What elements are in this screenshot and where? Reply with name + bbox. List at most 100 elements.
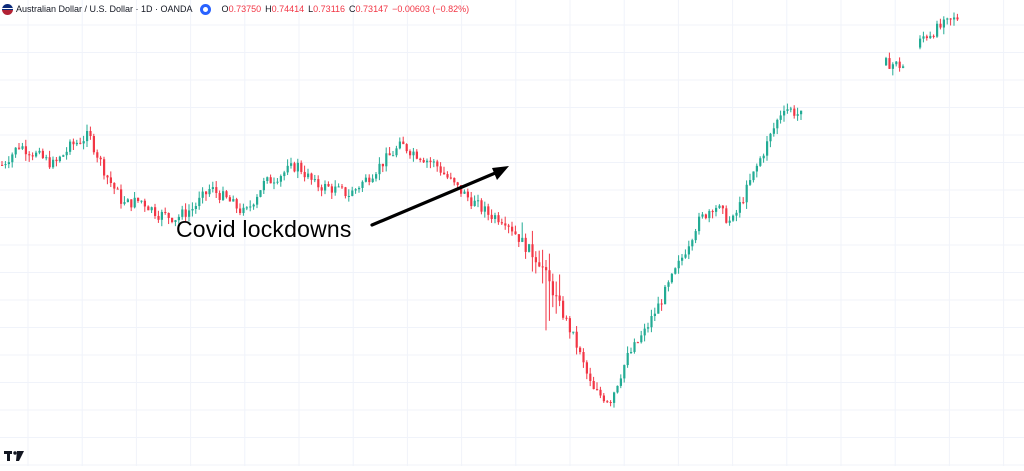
candle-body <box>524 237 527 252</box>
symbol-title[interactable]: Australian Dollar / U.S. Dollar · 1D · O… <box>16 4 193 14</box>
candle-body <box>35 152 38 157</box>
candle-body <box>99 157 102 160</box>
candle-body <box>358 187 361 190</box>
candle-body <box>208 189 211 195</box>
candle-body <box>946 18 949 20</box>
candle-body <box>932 35 935 37</box>
candle-body <box>58 156 61 162</box>
candle-body <box>283 172 286 177</box>
candle-body <box>769 133 772 142</box>
candle-body <box>293 163 296 172</box>
candle-body <box>745 184 748 203</box>
candle-body <box>772 128 775 134</box>
candle-body <box>276 181 279 183</box>
candle-body <box>211 187 214 190</box>
tradingview-logo-icon[interactable] <box>4 449 24 467</box>
candle-body <box>701 214 704 217</box>
candle-body <box>483 206 486 212</box>
candle-body <box>126 199 129 203</box>
candle-body <box>62 155 65 157</box>
candle-body <box>585 362 588 374</box>
candle-body <box>606 401 609 403</box>
candle-body <box>633 342 636 352</box>
candle-body <box>239 208 242 214</box>
candle-body <box>507 225 510 227</box>
candle-body <box>198 197 201 207</box>
candle-body <box>602 395 605 402</box>
candle-body <box>31 155 34 157</box>
candle-body <box>694 231 697 241</box>
candle-body <box>45 157 48 159</box>
candle-body <box>531 244 534 258</box>
candle-body <box>898 61 901 68</box>
candle-body <box>650 316 653 328</box>
candle-body <box>368 177 371 183</box>
candle-body <box>453 178 456 183</box>
candle-body <box>225 191 228 198</box>
candle-body <box>925 36 928 39</box>
candle-body <box>429 160 432 163</box>
candle-body <box>497 215 500 223</box>
candle-body <box>715 207 718 212</box>
candle-body <box>273 182 276 184</box>
candle-body <box>177 216 180 221</box>
candle-body <box>949 18 952 20</box>
candle-body <box>742 202 745 204</box>
candle-body <box>565 317 568 319</box>
candle-body <box>317 179 320 188</box>
candle-body <box>728 220 731 223</box>
candle-body <box>205 191 208 195</box>
candle-body <box>555 295 558 297</box>
candle-body <box>922 36 925 39</box>
candle-body <box>38 150 41 153</box>
candle-body <box>592 380 595 390</box>
candle-body <box>303 171 306 178</box>
candle-body <box>150 207 153 211</box>
candle-body <box>517 234 520 242</box>
candle-body <box>412 151 415 156</box>
eye-icon[interactable] <box>199 3 211 15</box>
ohlc-open-key: O <box>221 4 229 14</box>
candle-body <box>432 161 435 163</box>
candle-body <box>4 164 7 166</box>
candle-body <box>86 130 89 142</box>
candle-body <box>310 173 313 180</box>
candle-body <box>24 146 27 155</box>
ohlc-close-value: 0.73147 <box>355 4 389 14</box>
annotation-arrow <box>370 166 509 227</box>
candle-body <box>375 174 378 179</box>
candle-body <box>242 207 245 214</box>
candle-body <box>109 177 112 183</box>
candle-body <box>106 175 109 178</box>
candle-body <box>470 197 473 207</box>
candle-body <box>181 209 184 217</box>
candle-body <box>681 257 684 261</box>
candle-body <box>130 199 133 208</box>
candle-body <box>660 303 663 305</box>
candle-body <box>779 115 782 120</box>
candle-body <box>21 146 24 149</box>
candle-body <box>711 211 714 213</box>
symbol-legend[interactable]: Australian Dollar / U.S. Dollar · 1D · O… <box>2 2 469 16</box>
candle-body <box>698 216 701 232</box>
candle-body <box>687 246 690 255</box>
candle-body <box>494 215 497 219</box>
candle-body <box>52 159 55 168</box>
candle-body <box>48 157 51 168</box>
candle-body <box>460 185 463 194</box>
candle-body <box>596 389 599 391</box>
candle-body <box>201 191 204 198</box>
ohlc-high-key: H <box>265 4 272 14</box>
candle-body <box>477 200 480 202</box>
candle-body <box>422 160 425 163</box>
candle-body <box>500 222 503 224</box>
candle-body <box>72 141 75 145</box>
candle-body <box>939 23 942 28</box>
candle-body <box>436 161 439 167</box>
candle-body <box>116 188 119 190</box>
candle-body <box>385 153 388 167</box>
candle-body <box>351 190 354 196</box>
